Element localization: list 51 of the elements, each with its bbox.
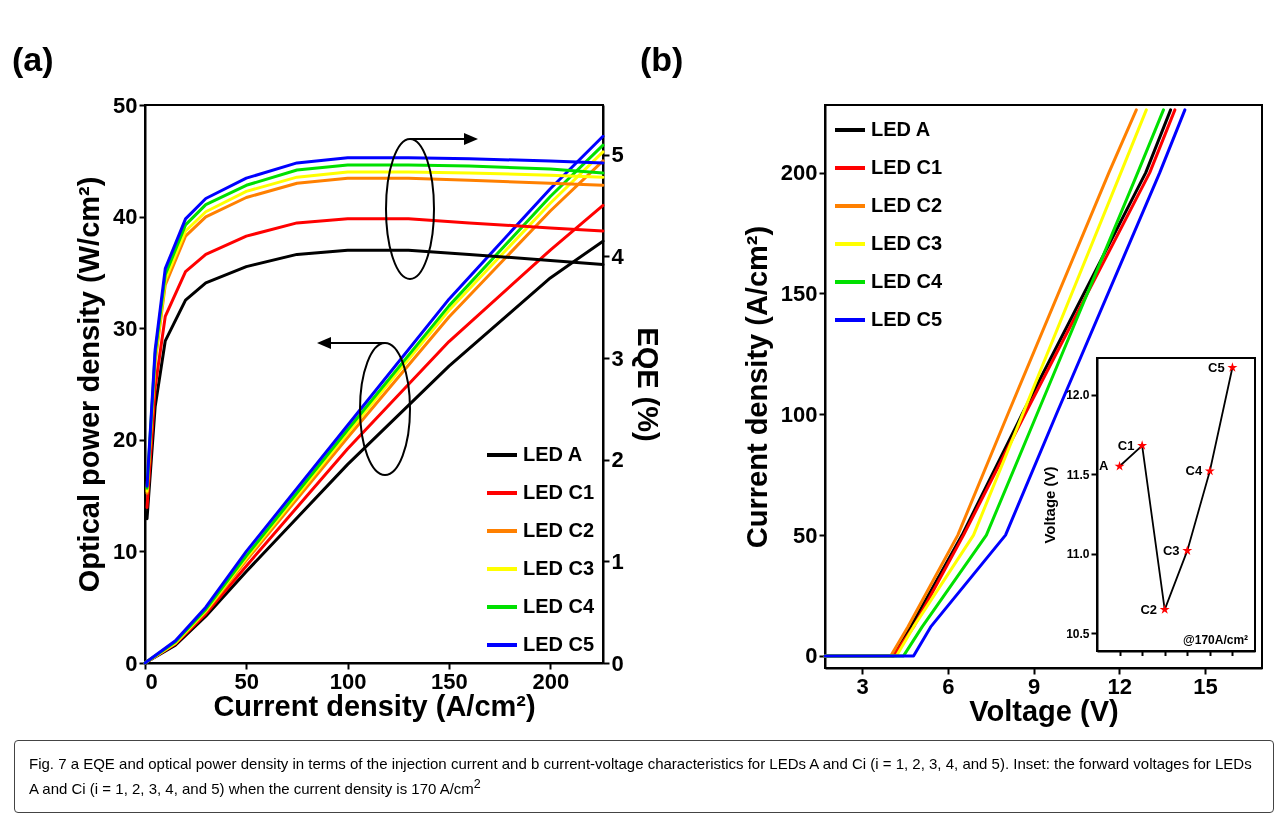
legend-label: LED C3 — [871, 232, 943, 254]
y-axis-title: Current density (A/cm²) — [740, 225, 773, 549]
y-tick-label: 150 — [780, 280, 818, 306]
y2-tick-label: 0 — [611, 650, 624, 676]
x-tick-label: 3 — [856, 673, 869, 699]
y-tick-label: 10 — [113, 538, 138, 564]
legend-label: LED C1 — [523, 481, 595, 503]
y-tick-label: 12.0 — [1066, 388, 1090, 403]
annotation: A — [1098, 458, 1109, 474]
y2-tick-label: 1 — [611, 548, 624, 574]
annotation: C3 — [1162, 542, 1180, 558]
annotation: C5 — [1208, 359, 1225, 375]
y-tick-label: 0 — [125, 650, 138, 676]
caption: Fig. 7 a EQE and optical power density in terms of the injection current and b current-voltage characteristics for LEDs A and Ci (i = 1, 2, 3, 4, and 5). Inset: the forward voltages for LEDs A and Ci (i = 1, 2, 3, 4, and 5) when the current density is 170 A/cm$^{2}$ — [14, 740, 1274, 813]
annotation: @170A/cm² — [1183, 633, 1249, 647]
chart-title: (b) — [640, 40, 684, 79]
y2-tick-label: 2 — [611, 447, 624, 473]
legend-label: LED C4 — [523, 595, 595, 617]
legend-label: LED C3 — [523, 557, 595, 579]
x-tick-label: 0 — [145, 668, 158, 694]
y-tick-label: 30 — [113, 315, 138, 341]
x-tick-label: 15 — [1193, 673, 1218, 699]
legend-label: LED A — [523, 443, 583, 465]
legend-label: LED C2 — [871, 194, 943, 216]
annotation: C4 — [1185, 463, 1203, 479]
legend-label: LED C5 — [871, 308, 943, 330]
y-tick-label: 20 — [113, 427, 138, 453]
y-tick-label: 100 — [780, 401, 818, 427]
y-tick-label: 11.5 — [1066, 467, 1090, 482]
annotation: C2 — [1140, 601, 1158, 617]
y-tick-label: 50 — [113, 92, 138, 118]
legend-label: LED C1 — [871, 156, 943, 178]
y2-tick-label: 3 — [611, 345, 624, 371]
y2-axis-title: EQE (%) — [631, 327, 664, 442]
y-tick-label: 40 — [113, 204, 138, 230]
y-axis-title: Optical power density (W/cm²) — [73, 176, 106, 593]
legend-label: LED C2 — [523, 519, 595, 541]
legend-label: LED A — [871, 118, 931, 140]
y-tick-label: 0 — [805, 643, 818, 669]
annotation: C1 — [1117, 437, 1135, 453]
chart-title: (a) — [12, 40, 54, 79]
y2-tick-label: 4 — [611, 243, 625, 269]
y-axis-title: Voltage (V) — [1041, 466, 1059, 544]
y2-tick-label: 5 — [611, 142, 624, 168]
legend-label: LED C4 — [871, 270, 943, 292]
x-tick-label: 6 — [942, 673, 955, 699]
legend-label: LED C5 — [523, 633, 595, 655]
y-tick-label: 50 — [793, 522, 818, 548]
y-tick-label: 10.5 — [1066, 626, 1090, 641]
y-tick-label: 200 — [780, 160, 818, 186]
y-tick-label: 11.0 — [1066, 547, 1090, 562]
